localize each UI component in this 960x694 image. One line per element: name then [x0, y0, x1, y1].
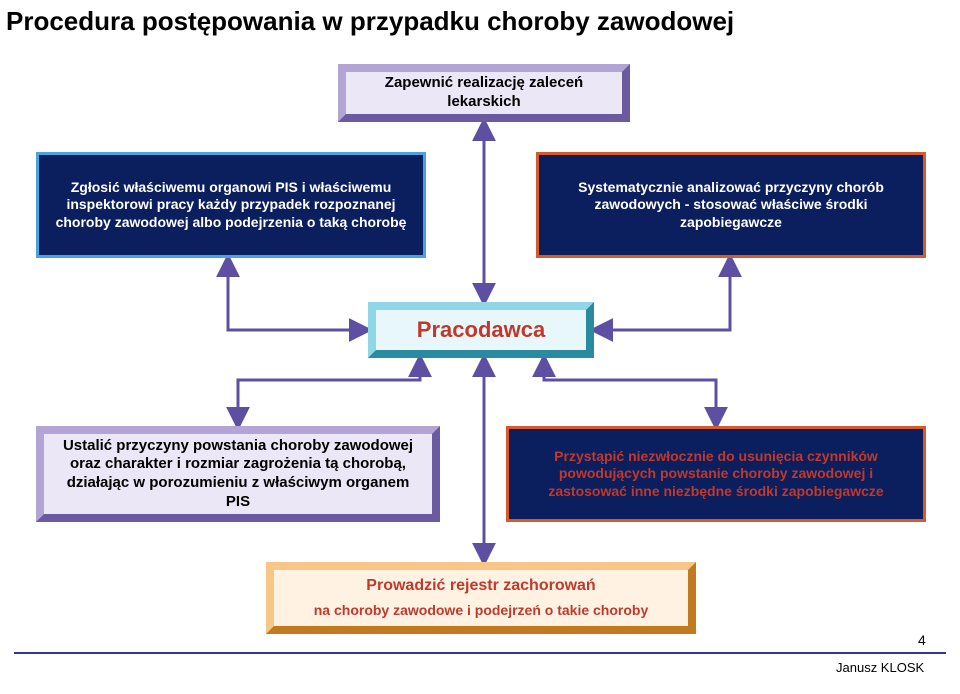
slide-canvas: Procedura postępowania w przypadku choro…	[0, 0, 960, 694]
box-register: Prowadzić rejestr zachorowań na choroby …	[266, 562, 696, 634]
box-remove-factors: Przystąpić niezwłocznie do usunięcia czy…	[506, 426, 926, 522]
box-register-line2: na choroby zawodowe i podejrzeń o takie …	[314, 602, 649, 620]
box-report-pis: Zgłosić właściwemu organowi PIS i właści…	[36, 152, 426, 258]
box-analyze-causes-text: Systematycznie analizować przyczyny chor…	[549, 179, 913, 232]
box-top-text: Zapewnić realizację zaleceń lekarskich	[356, 74, 612, 112]
box-analyze-causes: Systematycznie analizować przyczyny chor…	[536, 152, 926, 258]
footer-author: Janusz KLOSK	[836, 660, 924, 675]
box-top-recommendations: Zapewnić realizację zaleceń lekarskich	[338, 64, 630, 122]
box-register-line1: Prowadzić rejestr zachorowań	[366, 576, 595, 596]
footer-line	[14, 652, 946, 654]
box-determine-causes-text: Ustalić przyczyny powstania choroby zawo…	[54, 437, 422, 512]
box-remove-factors-text: Przystąpić niezwłocznie do usunięcia czy…	[519, 448, 913, 501]
box-employer-text: Pracodawca	[417, 316, 545, 344]
page-number: 4	[918, 632, 926, 648]
box-determine-causes: Ustalić przyczyny powstania choroby zawo…	[36, 426, 440, 522]
box-report-pis-text: Zgłosić właściwemu organowi PIS i właści…	[49, 179, 413, 232]
box-employer: Pracodawca	[368, 302, 594, 358]
slide-title: Procedura postępowania w przypadku choro…	[0, 6, 960, 37]
